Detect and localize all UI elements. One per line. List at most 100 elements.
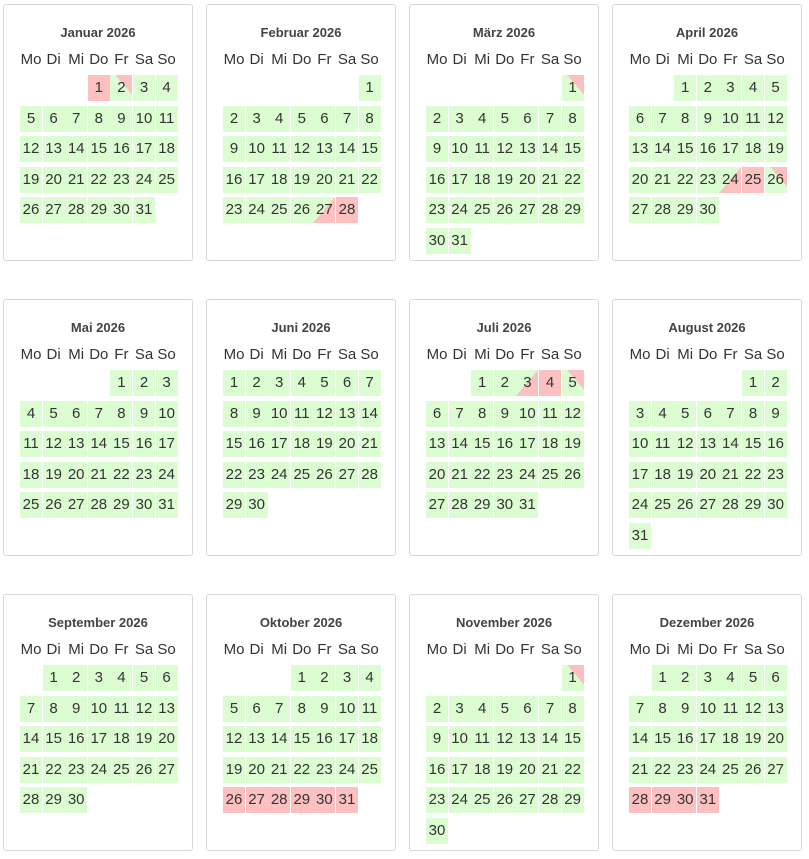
weekday-label: Mo bbox=[223, 346, 245, 363]
day-cell: 20 bbox=[629, 166, 651, 193]
day-cell: 21 bbox=[336, 166, 358, 193]
day-cell: 20 bbox=[516, 166, 539, 193]
day-cell: 22 bbox=[110, 461, 133, 488]
weekday-label: Sa bbox=[337, 51, 357, 68]
day-cell: 27 bbox=[764, 756, 787, 783]
weekday-label: Di bbox=[452, 51, 467, 68]
day-cell: 25 bbox=[110, 756, 133, 783]
weekday-label: Di bbox=[452, 346, 467, 363]
day-cell: 30 bbox=[426, 817, 448, 844]
day-cell: 26 bbox=[764, 166, 787, 193]
weekday-label: Mi bbox=[474, 641, 491, 658]
day-cell: 10 bbox=[516, 400, 539, 427]
month-card: August 2026 Mo Di Mi Do Fr Sa So 1 2 3 4 5 6 7 8 9 10 11 12… bbox=[612, 299, 802, 556]
day-cell: 7 bbox=[629, 695, 651, 722]
day-cell: 15 bbox=[87, 136, 110, 162]
day-cell: 17 bbox=[719, 136, 742, 162]
weekday-label: Mo bbox=[223, 641, 245, 658]
day-cell: 5 bbox=[742, 665, 764, 691]
weekday-label: Fr bbox=[114, 641, 129, 658]
weekday-label: Mo bbox=[20, 51, 42, 68]
weekday-label: Di bbox=[46, 51, 61, 68]
day-cell: 15 bbox=[561, 726, 584, 752]
month-card: Dezember 2026 Mo Di Mi Do Fr Sa So 1 2 3 4 5 6 7 8 9 10 11… bbox=[612, 594, 802, 851]
weekday-label: So bbox=[563, 51, 582, 68]
day-cell: 22 bbox=[742, 461, 764, 488]
day-cell: 1 bbox=[561, 75, 584, 101]
day-cell: 23 bbox=[674, 756, 697, 783]
weekday-label: Do bbox=[292, 641, 312, 658]
day-cell: 25 bbox=[20, 492, 42, 518]
weekday-label: Do bbox=[698, 346, 718, 363]
weekday-label: Mo bbox=[20, 641, 42, 658]
day-cell: 19 bbox=[313, 431, 336, 457]
day-cell: 25 bbox=[155, 166, 178, 193]
weekday-label: So bbox=[766, 51, 785, 68]
day-cell: 21 bbox=[20, 756, 42, 783]
month-title: Januar 2026 bbox=[60, 25, 136, 40]
day-cell: 28 bbox=[539, 197, 561, 223]
day-cell: 31 bbox=[448, 227, 471, 254]
day-cell: 20 bbox=[313, 166, 336, 193]
weekday-label: So bbox=[766, 346, 785, 363]
day-cell: 14 bbox=[268, 726, 291, 752]
day-cell: 11 bbox=[110, 695, 133, 722]
day-cell: 29 bbox=[110, 492, 133, 518]
day-cell: 21 bbox=[651, 166, 674, 193]
weekday-label: So bbox=[360, 346, 379, 363]
day-cell: 10 bbox=[245, 136, 268, 162]
day-cell: 26 bbox=[674, 492, 697, 518]
month-title: November 2026 bbox=[455, 615, 553, 630]
day-cell: 2 bbox=[110, 75, 133, 101]
day-cell: 17 bbox=[448, 756, 471, 783]
day-cell: 27 bbox=[313, 197, 336, 223]
weekday-label: Do bbox=[89, 346, 109, 363]
day-cell: 22 bbox=[561, 756, 584, 783]
day-cell: 29 bbox=[651, 787, 674, 813]
day-cell: 22 bbox=[471, 461, 494, 488]
day-cell: 13 bbox=[629, 136, 651, 162]
day-cell: 29 bbox=[674, 197, 697, 223]
day-cell: 28 bbox=[87, 492, 110, 518]
day-cell: 24 bbox=[245, 197, 268, 223]
day-cell: 7 bbox=[20, 695, 42, 722]
day-cell: 6 bbox=[245, 695, 268, 722]
day-cell: 21 bbox=[448, 461, 471, 488]
day-cell: 3 bbox=[336, 665, 358, 691]
day-cell: 14 bbox=[629, 726, 651, 752]
month-title: März 2026 bbox=[472, 25, 536, 40]
weekday-label: Fr bbox=[723, 346, 738, 363]
day-cell: 10 bbox=[133, 105, 155, 132]
day-cell: 4 bbox=[268, 105, 291, 132]
day-cell: 14 bbox=[20, 726, 42, 752]
day-cell: 18 bbox=[290, 431, 313, 457]
day-cell: 1 bbox=[42, 665, 65, 691]
day-cell: 4 bbox=[110, 665, 133, 691]
month-card: März 2026 Mo Di Mi Do Fr Sa So 1 2 3 4 5 6 7 8 9 10 11 12 13… bbox=[409, 4, 599, 261]
day-cell: 30 bbox=[245, 492, 268, 518]
day-cell: 15 bbox=[742, 431, 764, 457]
weekday-label: Mi bbox=[677, 346, 694, 363]
day-cell: 4 bbox=[742, 75, 764, 101]
day-cell: 18 bbox=[719, 726, 742, 752]
day-cell: 17 bbox=[516, 431, 539, 457]
day-cell: 15 bbox=[471, 431, 494, 457]
day-cell: 27 bbox=[516, 787, 539, 813]
weekday-label: Mi bbox=[677, 51, 694, 68]
day-cell: 3 bbox=[516, 370, 539, 396]
day-cell: 5 bbox=[561, 370, 584, 396]
weekday-label: Di bbox=[46, 641, 61, 658]
day-cell: 8 bbox=[561, 105, 584, 132]
day-cell: 7 bbox=[719, 400, 742, 427]
day-cell: 6 bbox=[155, 665, 178, 691]
day-cell: 12 bbox=[561, 400, 584, 427]
day-cell: 6 bbox=[336, 370, 358, 396]
day-cell: 2 bbox=[493, 370, 516, 396]
weekday-label: Fr bbox=[114, 51, 129, 68]
day-cell: 26 bbox=[133, 756, 155, 783]
day-cell: 6 bbox=[629, 105, 651, 132]
day-cell: 25 bbox=[290, 461, 313, 488]
day-cell: 10 bbox=[336, 695, 358, 722]
weekday-label: Mo bbox=[20, 346, 42, 363]
day-cell: 29 bbox=[471, 492, 494, 518]
